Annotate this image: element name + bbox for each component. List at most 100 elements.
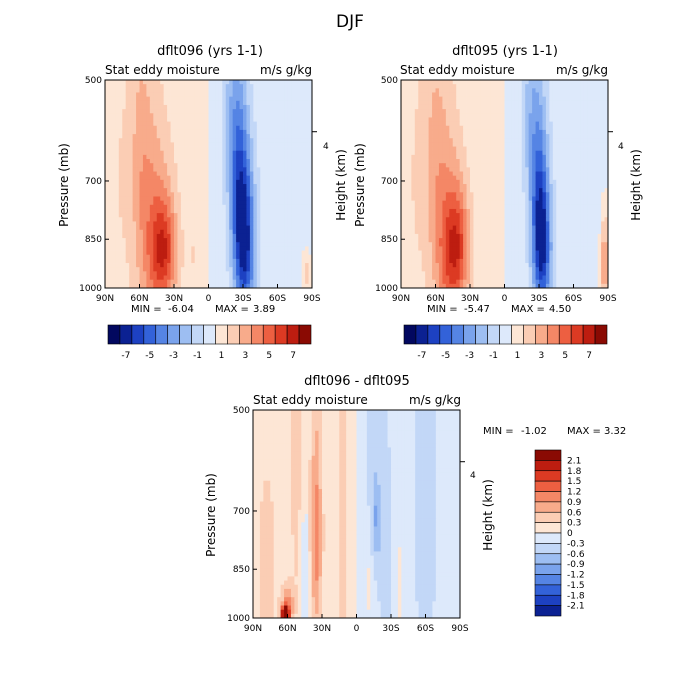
contour-cell	[229, 221, 234, 226]
contour-cell	[501, 175, 505, 181]
contour-cell	[428, 150, 433, 156]
contour-cell	[136, 184, 140, 189]
contour-cell	[449, 150, 454, 156]
contour-cell	[174, 175, 178, 181]
contour-cell	[277, 109, 282, 114]
contour-cell	[129, 100, 133, 106]
contour-cell	[287, 188, 292, 193]
contour-cell	[274, 221, 278, 226]
contour-cell	[167, 250, 171, 256]
contour-cell	[308, 200, 313, 206]
contour-cell	[494, 154, 498, 160]
contour-cell	[218, 80, 223, 85]
contour-cell	[177, 221, 182, 226]
contour-cell	[201, 109, 206, 114]
contour-cell	[291, 104, 296, 110]
contour-cell	[160, 213, 165, 218]
contour-cell	[170, 100, 175, 106]
contour-cell	[407, 142, 412, 147]
contour-cell	[177, 142, 182, 147]
contour-cell	[270, 188, 275, 193]
contour-cell	[401, 154, 405, 160]
contour-cell	[291, 100, 296, 106]
contour-cell	[111, 204, 116, 210]
contour-cell	[115, 92, 120, 98]
colorbar-box	[262, 324, 276, 345]
contour-cell	[132, 271, 137, 276]
contour-cell	[122, 125, 127, 131]
contour-cell	[480, 167, 485, 172]
contour-cell	[246, 188, 251, 193]
contour-cell	[267, 100, 271, 106]
contour-cell	[246, 80, 251, 85]
contour-cell	[270, 229, 275, 235]
contour-cell	[590, 146, 595, 152]
contour-cell	[274, 154, 278, 160]
contour-cell	[298, 204, 303, 210]
contour-cell	[280, 283, 285, 289]
contour-cell	[191, 150, 196, 156]
contour-cell	[201, 200, 206, 206]
contour-cell	[267, 134, 271, 139]
contour-cell	[597, 96, 602, 102]
contour-cell	[284, 275, 289, 281]
contour-cell	[194, 267, 199, 272]
contour-cell	[177, 150, 182, 156]
contour-cell	[132, 96, 137, 102]
contour-cell	[487, 208, 492, 214]
contour-cell	[559, 184, 564, 189]
contour-cell	[170, 238, 175, 243]
height-tick-label: 4	[323, 142, 329, 152]
contour-cell	[156, 192, 161, 197]
contour-cell	[263, 200, 268, 206]
contour-cell	[142, 192, 147, 197]
contour-cell	[528, 175, 533, 181]
contour-cell	[583, 150, 588, 156]
contour-cell	[528, 113, 533, 118]
contour-cell	[494, 88, 498, 93]
contour-cell	[566, 104, 571, 110]
contour-cell	[305, 138, 309, 143]
contour-cell	[253, 100, 258, 106]
contour-cell	[425, 159, 429, 164]
contour-cell	[194, 200, 199, 206]
contour-cell	[532, 200, 536, 206]
contour-cell	[149, 125, 154, 131]
contour-cell	[236, 104, 240, 110]
contour-cell	[274, 204, 278, 210]
contour-cell	[504, 80, 509, 85]
contour-cell	[122, 150, 127, 156]
contour-cell	[583, 184, 588, 189]
contour-cell	[539, 125, 543, 131]
contour-cell	[108, 88, 113, 93]
contour-cell	[459, 121, 464, 127]
contour-cell	[480, 163, 485, 168]
contour-cell	[590, 196, 595, 202]
contour-cell	[511, 129, 516, 135]
contour-cell	[504, 208, 509, 214]
contour-cell	[156, 250, 161, 256]
contour-cell	[487, 80, 492, 85]
contour-cell	[452, 88, 457, 93]
contour-cell	[243, 229, 247, 235]
contour-cell	[521, 179, 526, 185]
contour-cell	[587, 134, 592, 139]
contour-cell	[115, 163, 120, 168]
contour-cell	[528, 142, 533, 147]
contour-cell	[556, 88, 561, 93]
contour-cell	[518, 121, 523, 127]
contour-cell	[438, 192, 443, 197]
contour-cell	[563, 196, 567, 202]
contour-cell	[256, 204, 261, 210]
contour-cell	[466, 129, 471, 135]
contour-cell	[401, 167, 405, 172]
contour-cell	[263, 225, 268, 231]
contour-cell	[604, 159, 609, 164]
contour-cell	[194, 121, 199, 127]
contour-cell	[232, 233, 237, 239]
contour-cell	[267, 80, 271, 85]
contour-cell	[111, 188, 116, 193]
contour-cell	[256, 263, 261, 268]
contour-cell	[501, 113, 505, 118]
